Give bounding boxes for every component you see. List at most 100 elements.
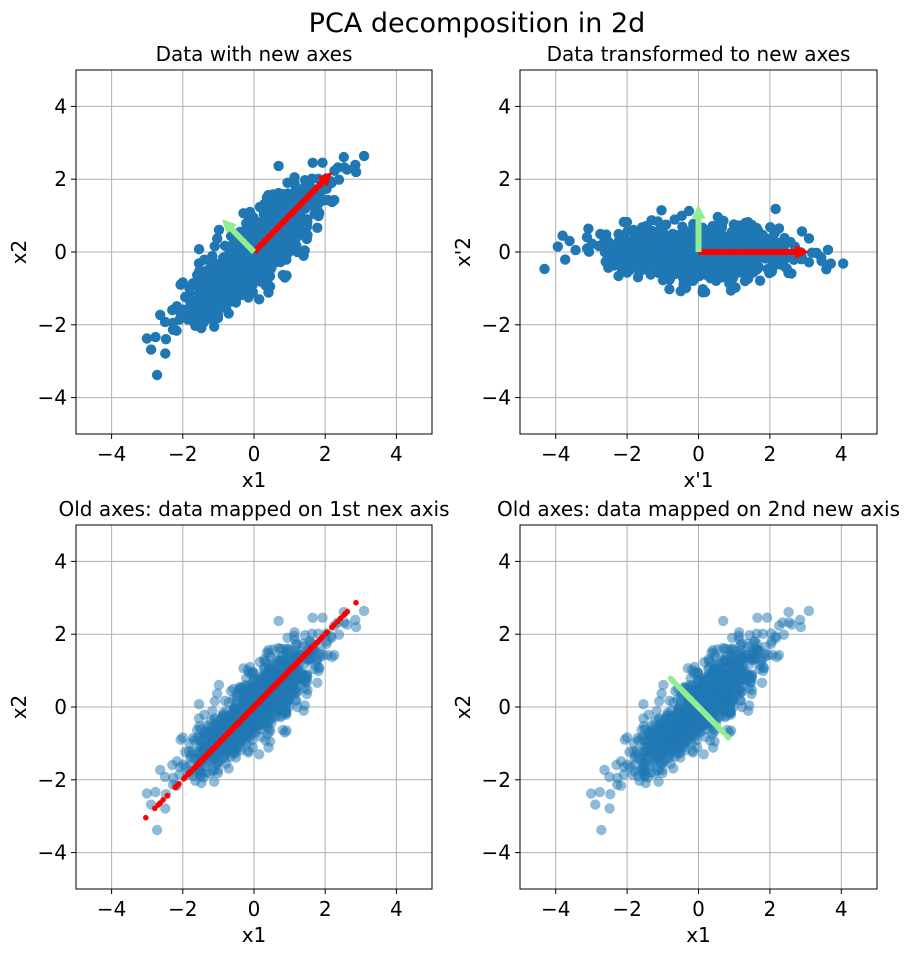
- y-tick-label: 4: [498, 94, 511, 118]
- scatter-point: [297, 183, 309, 194]
- scatter-point: [231, 690, 243, 701]
- scatter-point: [250, 265, 261, 276]
- scatter-point: [718, 615, 729, 627]
- scatter-point: [643, 729, 654, 741]
- scatter-point: [714, 229, 726, 241]
- y-tick-label: 2: [54, 622, 67, 646]
- y-tick-label: −2: [482, 313, 511, 337]
- scatter-point: [690, 268, 701, 279]
- scatter-point: [770, 203, 781, 215]
- scatter-point: [590, 799, 601, 810]
- scatter-point: [238, 248, 249, 259]
- scatter-point: [619, 734, 631, 745]
- scatter-point: [641, 240, 652, 251]
- scatter-point: [647, 263, 658, 274]
- scatter-point: [220, 262, 232, 273]
- scatter-point: [539, 263, 550, 275]
- scatter-point: [187, 733, 199, 744]
- projected-point: [235, 720, 241, 727]
- scatter-point: [762, 263, 773, 275]
- scatter-point: [749, 255, 760, 267]
- scatter-point: [199, 254, 210, 265]
- x-tick-label: −2: [612, 442, 641, 466]
- panel-title: Data with new axes: [156, 42, 353, 66]
- scatter-point: [656, 247, 667, 258]
- plot-area: [539, 203, 849, 298]
- y-tick-label: 2: [498, 167, 511, 191]
- pc1-arrow: [698, 245, 810, 259]
- scatter-point: [141, 333, 153, 344]
- figure-suptitle: PCA decomposition in 2d: [309, 8, 646, 39]
- scatter-point: [664, 284, 675, 295]
- scatter-point: [217, 747, 229, 758]
- scatter-point: [187, 278, 199, 289]
- scatter-point: [725, 285, 737, 296]
- scatter-point: [632, 733, 643, 744]
- scatter-point: [739, 275, 751, 287]
- scatter-point: [783, 606, 794, 618]
- scatter-point: [141, 788, 153, 799]
- projected-point: [218, 737, 225, 744]
- scatter-point: [694, 256, 705, 268]
- scatter-point: [273, 160, 284, 172]
- projected-point: [185, 771, 192, 777]
- scatter-point: [201, 265, 213, 276]
- scatter-point: [754, 275, 766, 286]
- scatter-point: [263, 287, 274, 298]
- scatter-point: [234, 265, 245, 276]
- pc1-arrow: [251, 171, 333, 255]
- x-tick-label: 2: [764, 442, 777, 466]
- scatter-point: [280, 249, 291, 261]
- scatter-point: [322, 194, 333, 206]
- projected-point: [290, 664, 296, 670]
- scatter-point: [743, 705, 754, 716]
- scatter-point: [265, 209, 277, 221]
- scatter-point: [307, 157, 318, 168]
- panel-title: Old axes: data mapped on 1st nex axis: [58, 497, 449, 521]
- scatter-point: [145, 344, 157, 355]
- scatter-point: [277, 651, 288, 662]
- plot-area: [585, 605, 815, 836]
- scatter-point: [816, 252, 827, 263]
- x-tick-label: 0: [248, 442, 261, 466]
- scatter-point: [205, 299, 216, 310]
- y-tick-label: −2: [38, 313, 67, 337]
- scatter-point: [205, 768, 216, 779]
- scatter-point: [209, 241, 220, 252]
- scatter-point: [247, 235, 259, 246]
- y-tick-label: −4: [482, 386, 511, 410]
- scatter-point: [781, 263, 792, 274]
- scatter-point: [220, 717, 232, 728]
- scatter-point: [150, 786, 161, 798]
- projected-point: [337, 615, 344, 622]
- scatter-point: [301, 688, 312, 700]
- scatter-point: [723, 267, 734, 278]
- scatter-point: [155, 764, 166, 776]
- scatter-point: [260, 218, 271, 230]
- scatter-point: [182, 314, 194, 325]
- projected-point: [353, 599, 359, 606]
- scatter-point: [211, 264, 222, 275]
- scatter-point: [201, 720, 213, 731]
- scatter-point: [256, 253, 267, 264]
- scatter-point: [256, 708, 267, 719]
- x-tick-label: 2: [319, 442, 332, 466]
- scatter-point: [214, 272, 225, 283]
- scatter-point: [284, 240, 295, 251]
- y-tick-label: 2: [54, 167, 67, 191]
- scatter-point: [358, 150, 370, 162]
- scatter-point: [259, 200, 270, 212]
- scatter-point: [227, 746, 238, 757]
- scatter-point: [195, 302, 206, 313]
- projected-point: [319, 633, 326, 640]
- pc2-arrow: [691, 204, 706, 252]
- y-tick-label: 0: [54, 240, 67, 264]
- scatter-point: [329, 165, 340, 176]
- scatter-point: [825, 258, 836, 269]
- scatter-point: [236, 280, 247, 291]
- x-tick-label: −4: [541, 442, 570, 466]
- scatter-point: [212, 688, 223, 699]
- scatter-point: [150, 331, 161, 343]
